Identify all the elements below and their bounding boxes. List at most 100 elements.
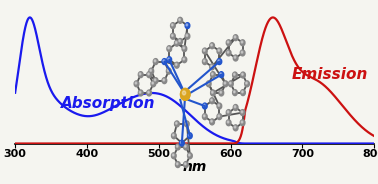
Circle shape	[226, 40, 231, 46]
Circle shape	[183, 91, 186, 95]
Circle shape	[179, 19, 180, 21]
Circle shape	[189, 154, 190, 156]
Circle shape	[186, 24, 188, 26]
Circle shape	[175, 40, 179, 46]
Circle shape	[162, 78, 167, 84]
Circle shape	[226, 110, 231, 116]
Circle shape	[170, 23, 175, 29]
Circle shape	[240, 120, 245, 126]
Circle shape	[185, 122, 187, 124]
Circle shape	[184, 144, 188, 150]
Circle shape	[232, 90, 237, 95]
Circle shape	[240, 40, 245, 46]
Circle shape	[147, 90, 152, 96]
Circle shape	[211, 72, 215, 78]
Circle shape	[185, 33, 190, 39]
Circle shape	[232, 72, 237, 78]
Circle shape	[212, 91, 213, 93]
X-axis label: nm: nm	[183, 160, 207, 174]
Circle shape	[139, 73, 141, 75]
Circle shape	[203, 48, 207, 54]
Circle shape	[220, 73, 222, 75]
Circle shape	[154, 79, 156, 81]
Circle shape	[241, 72, 245, 78]
Circle shape	[241, 41, 243, 43]
Circle shape	[150, 69, 152, 71]
Circle shape	[226, 120, 231, 126]
Circle shape	[172, 133, 176, 139]
Circle shape	[206, 81, 211, 87]
Circle shape	[234, 91, 235, 93]
Circle shape	[241, 121, 243, 123]
Circle shape	[177, 145, 178, 147]
Circle shape	[181, 89, 190, 100]
Circle shape	[211, 65, 212, 67]
Circle shape	[227, 111, 229, 113]
Circle shape	[217, 114, 222, 120]
Circle shape	[210, 64, 214, 70]
Circle shape	[151, 81, 156, 87]
Circle shape	[210, 98, 214, 104]
Circle shape	[211, 120, 212, 122]
Circle shape	[189, 134, 190, 136]
Circle shape	[219, 72, 224, 78]
Circle shape	[175, 162, 180, 167]
Circle shape	[182, 46, 187, 52]
Circle shape	[180, 140, 184, 146]
Circle shape	[175, 121, 179, 127]
Circle shape	[241, 90, 245, 95]
Circle shape	[170, 33, 175, 39]
Circle shape	[203, 103, 207, 109]
Circle shape	[183, 58, 184, 60]
Circle shape	[211, 44, 212, 46]
Circle shape	[175, 41, 177, 43]
Circle shape	[234, 36, 236, 38]
Circle shape	[187, 133, 192, 139]
Circle shape	[234, 73, 235, 75]
Circle shape	[138, 72, 143, 78]
Circle shape	[219, 90, 224, 96]
Circle shape	[212, 73, 213, 75]
Circle shape	[172, 134, 174, 136]
Circle shape	[226, 50, 231, 56]
Circle shape	[184, 162, 188, 167]
Circle shape	[172, 153, 176, 159]
Circle shape	[203, 49, 205, 51]
Circle shape	[183, 47, 184, 49]
Circle shape	[242, 91, 243, 93]
Circle shape	[218, 115, 220, 117]
Circle shape	[224, 82, 226, 84]
Circle shape	[233, 125, 238, 131]
Circle shape	[148, 91, 149, 93]
Circle shape	[185, 23, 190, 29]
Circle shape	[172, 34, 173, 36]
Circle shape	[147, 72, 152, 78]
Circle shape	[167, 46, 172, 52]
Circle shape	[187, 153, 192, 159]
Circle shape	[166, 68, 171, 74]
Circle shape	[217, 48, 222, 54]
Circle shape	[233, 35, 238, 41]
Text: Emission: Emission	[291, 67, 368, 82]
Circle shape	[167, 69, 169, 71]
Circle shape	[149, 68, 153, 74]
Circle shape	[203, 60, 205, 62]
Circle shape	[139, 91, 141, 93]
Circle shape	[172, 154, 174, 156]
Circle shape	[181, 89, 190, 100]
Circle shape	[163, 60, 165, 62]
Circle shape	[203, 59, 207, 65]
Circle shape	[246, 82, 247, 84]
Circle shape	[218, 104, 220, 106]
Circle shape	[182, 57, 187, 63]
Circle shape	[242, 73, 243, 75]
Circle shape	[234, 126, 236, 128]
Circle shape	[138, 90, 143, 96]
Circle shape	[183, 91, 186, 95]
Circle shape	[175, 122, 177, 124]
Circle shape	[229, 81, 233, 87]
Circle shape	[217, 103, 222, 109]
Circle shape	[241, 111, 243, 113]
Circle shape	[211, 99, 212, 101]
Circle shape	[240, 50, 245, 56]
